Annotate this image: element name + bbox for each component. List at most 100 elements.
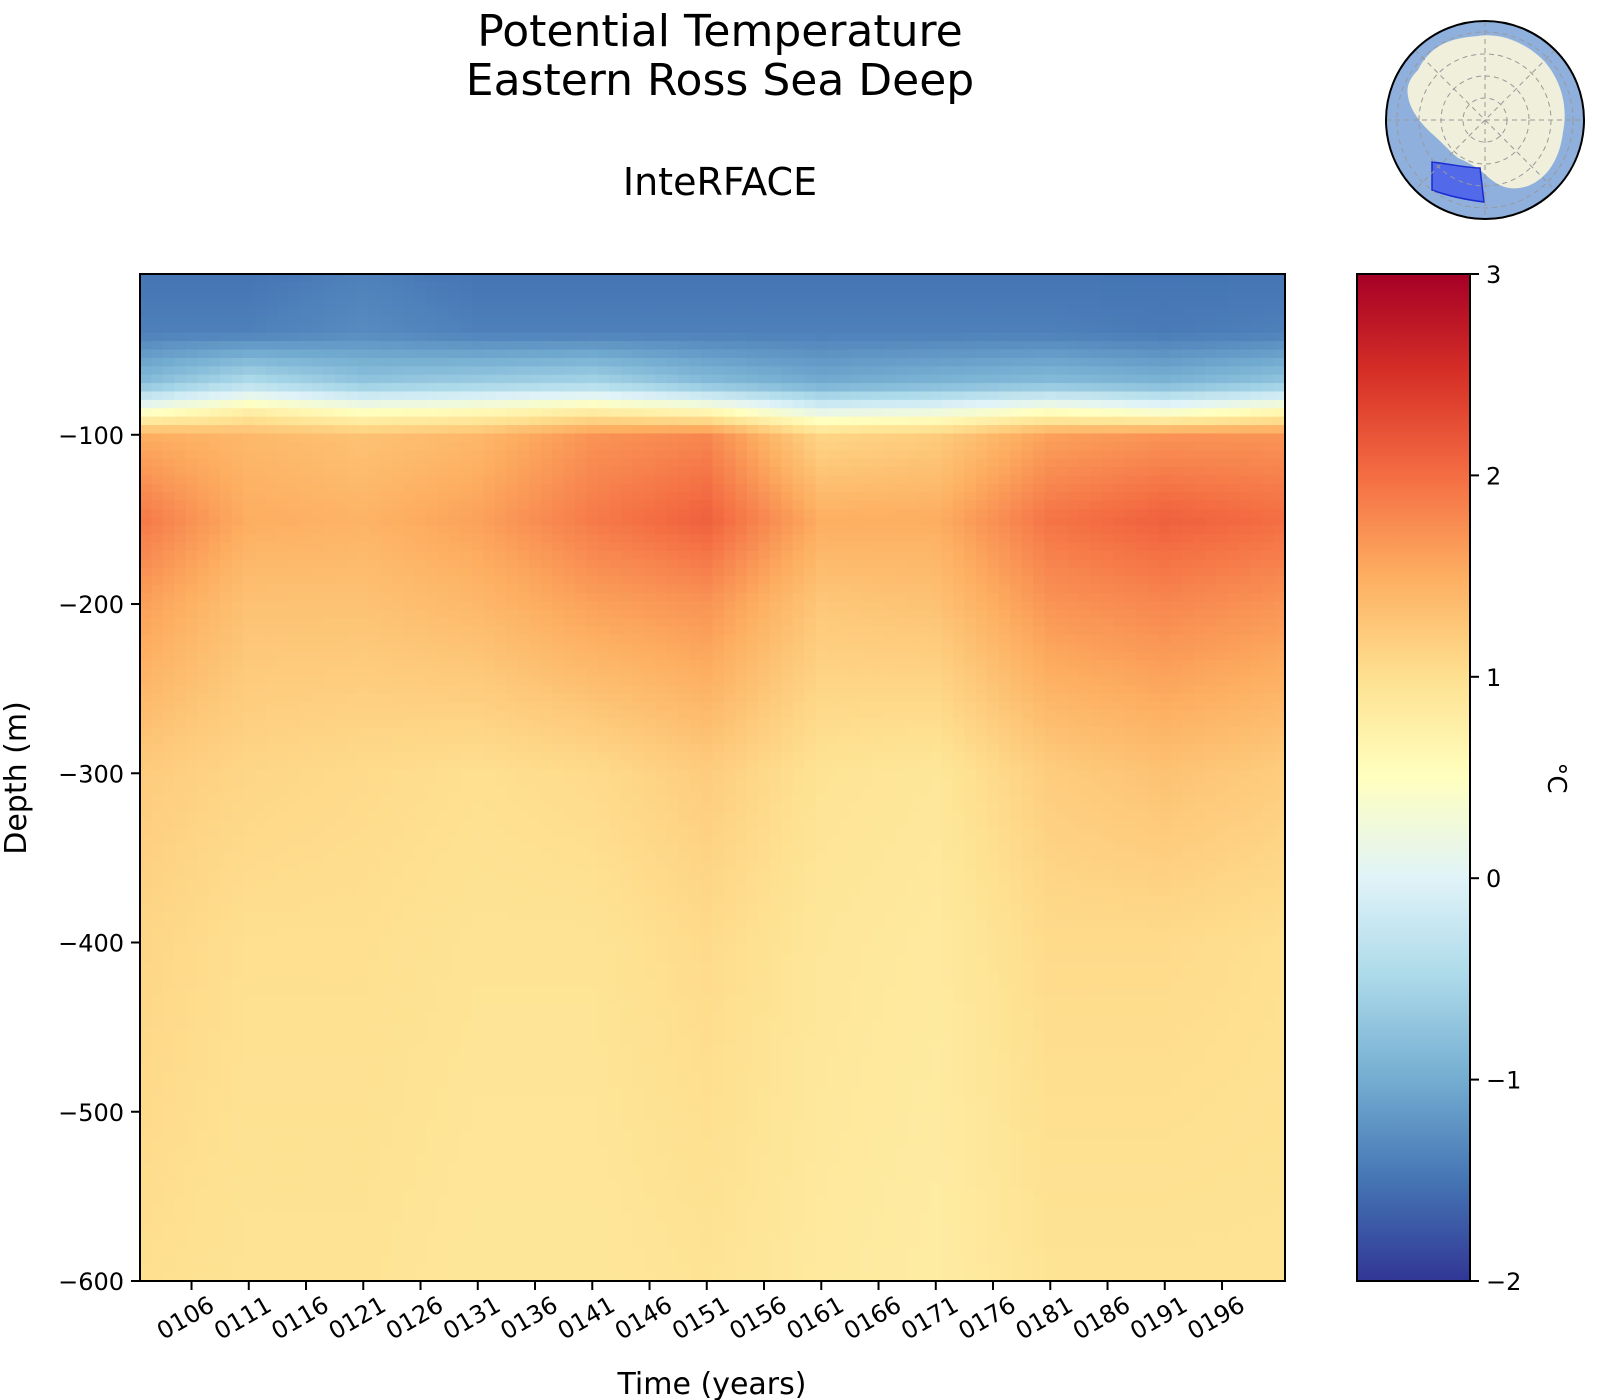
heatmap-cell bbox=[552, 433, 565, 443]
heatmap-cell bbox=[197, 785, 210, 795]
heatmap-cell bbox=[598, 576, 611, 586]
heatmap-cell bbox=[517, 534, 530, 544]
heatmap-cell bbox=[472, 534, 485, 544]
heatmap-cell bbox=[403, 609, 416, 619]
heatmap-cell bbox=[529, 1205, 542, 1215]
heatmap-cell bbox=[140, 693, 153, 703]
heatmap-cell bbox=[437, 576, 450, 586]
heatmap-cell bbox=[414, 274, 427, 283]
heatmap-cell bbox=[231, 1230, 244, 1240]
heatmap-cell bbox=[517, 911, 530, 921]
heatmap-cell bbox=[449, 1029, 462, 1039]
heatmap-cell bbox=[277, 467, 290, 476]
heatmap-cell bbox=[598, 903, 611, 913]
heatmap-cell bbox=[311, 483, 324, 493]
heatmap-cell bbox=[540, 1121, 553, 1131]
heatmap-cell bbox=[380, 383, 393, 393]
heatmap-cell bbox=[208, 1029, 221, 1039]
heatmap-cell bbox=[529, 500, 542, 510]
heatmap-cell bbox=[380, 450, 393, 460]
heatmap-cell bbox=[426, 399, 439, 409]
heatmap-cell bbox=[540, 1079, 553, 1089]
heatmap-cell bbox=[529, 769, 542, 779]
heatmap-cell bbox=[254, 811, 267, 821]
heatmap-cell bbox=[346, 626, 359, 636]
heatmap-cell bbox=[380, 676, 393, 686]
heatmap-cell bbox=[414, 802, 427, 812]
heatmap-cell bbox=[140, 357, 153, 367]
heatmap-cell bbox=[300, 601, 313, 611]
heatmap-cell bbox=[437, 450, 450, 460]
heatmap-cell bbox=[334, 307, 347, 317]
heatmap-cell bbox=[506, 299, 519, 309]
heatmap-cell bbox=[403, 802, 416, 812]
heatmap-cell bbox=[174, 727, 187, 737]
heatmap-cell bbox=[174, 307, 187, 317]
heatmap-cell bbox=[334, 886, 347, 896]
heatmap-cell bbox=[151, 995, 164, 1005]
heatmap-cell bbox=[197, 1071, 210, 1081]
heatmap-cell bbox=[449, 1171, 462, 1181]
heatmap-cell bbox=[357, 1071, 370, 1081]
heatmap-cell bbox=[185, 735, 198, 745]
heatmap-cell bbox=[529, 1255, 542, 1265]
heatmap-cell bbox=[277, 735, 290, 745]
heatmap-cell bbox=[426, 1163, 439, 1173]
heatmap-cell bbox=[277, 634, 290, 644]
heatmap-cell bbox=[460, 425, 473, 435]
heatmap-cell bbox=[265, 357, 278, 367]
heatmap-cell bbox=[483, 525, 496, 535]
heatmap-cell bbox=[243, 1205, 256, 1215]
heatmap-cell bbox=[586, 693, 599, 703]
heatmap-cell bbox=[426, 1029, 439, 1039]
heatmap-cell bbox=[197, 685, 210, 695]
heatmap-cell bbox=[334, 1113, 347, 1123]
heatmap-cell bbox=[254, 836, 267, 846]
heatmap-cell bbox=[185, 811, 198, 821]
heatmap-cell bbox=[494, 794, 507, 804]
heatmap-cell bbox=[449, 987, 462, 997]
heatmap-cell bbox=[403, 592, 416, 602]
heatmap-cell bbox=[506, 945, 519, 955]
heatmap-cell bbox=[517, 643, 530, 653]
heatmap-cell bbox=[563, 987, 576, 997]
heatmap-cell bbox=[277, 458, 290, 468]
heatmap-cell bbox=[494, 752, 507, 762]
heatmap-cell bbox=[162, 1188, 175, 1198]
heatmap-cell bbox=[586, 903, 599, 913]
heatmap-cell bbox=[449, 492, 462, 502]
heatmap-cell bbox=[449, 408, 462, 418]
heatmap-cell bbox=[449, 802, 462, 812]
heatmap-cell bbox=[140, 483, 153, 493]
heatmap-cell bbox=[494, 349, 507, 359]
heatmap-cell bbox=[483, 374, 496, 384]
heatmap-cell bbox=[380, 660, 393, 670]
heatmap-cell bbox=[185, 1155, 198, 1165]
heatmap-cell bbox=[254, 341, 267, 351]
heatmap-cell bbox=[563, 274, 576, 283]
heatmap-cell bbox=[414, 660, 427, 670]
heatmap-cell bbox=[185, 1138, 198, 1148]
heatmap-cell bbox=[243, 634, 256, 644]
heatmap-cell bbox=[185, 1079, 198, 1089]
heatmap-cell bbox=[414, 1054, 427, 1064]
heatmap-cell bbox=[575, 425, 588, 435]
heatmap-cell bbox=[609, 467, 622, 476]
heatmap-cell bbox=[552, 1087, 565, 1097]
heatmap-cell bbox=[300, 794, 313, 804]
heatmap-cell bbox=[586, 752, 599, 762]
heatmap-cell bbox=[162, 508, 175, 518]
heatmap-cell bbox=[517, 500, 530, 510]
heatmap-cell bbox=[472, 785, 485, 795]
heatmap-cell bbox=[506, 827, 519, 837]
heatmap-cell bbox=[265, 1129, 278, 1139]
heatmap-cell bbox=[517, 1020, 530, 1030]
heatmap-cell bbox=[174, 508, 187, 518]
heatmap-cell bbox=[220, 567, 233, 577]
heatmap-cell bbox=[437, 894, 450, 904]
heatmap-cell bbox=[151, 701, 164, 711]
heatmap-cell bbox=[185, 718, 198, 728]
heatmap-cell bbox=[185, 357, 198, 367]
heatmap-cell bbox=[437, 953, 450, 963]
heatmap-cell bbox=[552, 1046, 565, 1056]
